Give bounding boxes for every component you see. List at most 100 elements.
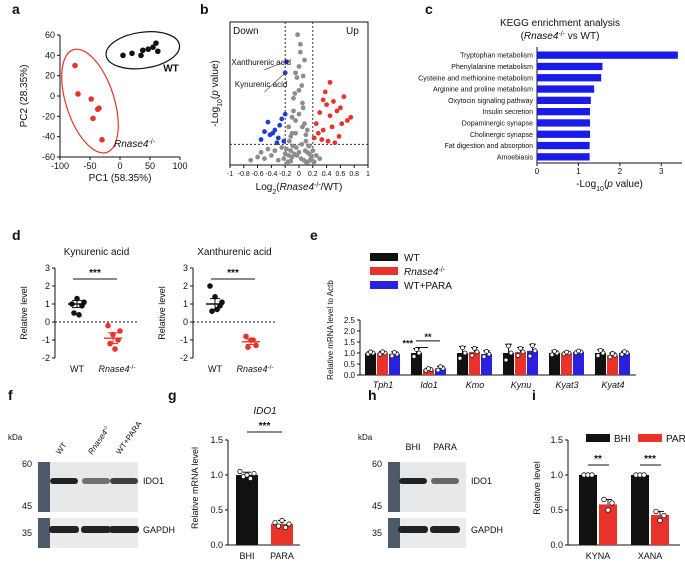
a-x-tick-label: -100 bbox=[51, 161, 69, 171]
g-y-tick-label: 0.5 bbox=[210, 505, 223, 515]
a-x-tick-label: 100 bbox=[172, 161, 187, 171]
e-point bbox=[527, 353, 533, 359]
b-point bbox=[304, 127, 310, 133]
f-lane-label-part: -/- bbox=[102, 424, 110, 432]
e-legend-label-part: Rnase4 bbox=[404, 267, 439, 278]
b-point bbox=[311, 135, 317, 141]
b-point bbox=[275, 157, 281, 163]
g-point bbox=[244, 472, 250, 478]
d1-point bbox=[117, 328, 123, 334]
e-sig-1: ** bbox=[424, 332, 432, 342]
d1-point bbox=[76, 312, 82, 318]
e-legend-label-part: -/- bbox=[438, 267, 445, 274]
g-point bbox=[282, 524, 289, 531]
a-wt-label: WT bbox=[163, 64, 179, 75]
f-marker: 45 bbox=[22, 501, 32, 511]
i-y-label: Relative level bbox=[532, 461, 542, 515]
b-point bbox=[303, 132, 309, 138]
i-bar bbox=[579, 475, 597, 545]
c-bar bbox=[537, 119, 591, 127]
b-point bbox=[291, 95, 296, 101]
c-x-label-part: ( bbox=[604, 179, 608, 190]
e-point bbox=[515, 353, 521, 358]
f-lane-label: WT bbox=[54, 441, 69, 456]
h-ladder-2 bbox=[388, 518, 400, 548]
e-y-tick-label: 1.5 bbox=[344, 338, 356, 347]
b-y-label-part: value) bbox=[210, 60, 221, 90]
b-point bbox=[293, 130, 298, 136]
g-point bbox=[275, 523, 282, 529]
b-point bbox=[300, 124, 305, 130]
e-category-label: Ido1 bbox=[420, 380, 438, 390]
h-band-gapdh bbox=[398, 526, 428, 533]
i-legend-label: BHI bbox=[614, 434, 631, 445]
i-category-label: XANA bbox=[638, 551, 663, 561]
b-point bbox=[301, 157, 307, 163]
i-category-label: KYNA bbox=[586, 551, 611, 561]
e-point bbox=[469, 353, 475, 358]
i-legend-label: PARA bbox=[666, 434, 685, 445]
b-point bbox=[327, 79, 333, 85]
b-point bbox=[274, 140, 280, 146]
d2-y-tick-label: 2 bbox=[183, 281, 188, 291]
h-band-gapdh bbox=[430, 526, 460, 533]
b-down-label: Down bbox=[233, 26, 259, 37]
e-legend-swatch bbox=[370, 253, 398, 261]
g-point bbox=[237, 468, 243, 475]
b-point bbox=[300, 73, 306, 79]
b-x-label-part: Rnase4 bbox=[280, 182, 315, 193]
a-wt-ellipse bbox=[105, 31, 181, 70]
e-bar bbox=[469, 351, 480, 375]
e-bar bbox=[595, 353, 606, 375]
panel-label-b: b bbox=[200, 1, 209, 17]
e-point bbox=[481, 354, 487, 360]
e-point bbox=[576, 348, 581, 354]
a-point bbox=[88, 96, 94, 102]
b-x-tick-label: 1 bbox=[366, 171, 370, 178]
f-band-gapdh bbox=[49, 526, 79, 533]
e-category-label: Kynu bbox=[511, 380, 532, 390]
d2-point bbox=[253, 342, 259, 349]
e-legend-swatch bbox=[370, 267, 398, 275]
i-legend-swatch bbox=[638, 434, 662, 442]
b-up-label: Up bbox=[346, 26, 359, 37]
e-point bbox=[460, 345, 465, 351]
b-point bbox=[329, 124, 335, 130]
b-y-label-part: ( bbox=[210, 95, 221, 99]
b-point bbox=[327, 113, 333, 119]
c-category-label: Phenylalanine metabolism bbox=[451, 64, 533, 71]
e-point bbox=[520, 349, 526, 355]
b-annot-line-2 bbox=[264, 72, 286, 93]
a-point bbox=[99, 136, 105, 143]
e-bar bbox=[573, 351, 584, 375]
g-y-tick-label: 0.0 bbox=[210, 540, 223, 550]
g-title: IDO1 bbox=[253, 406, 276, 417]
d2-group-ko: Rnase4-/- bbox=[237, 364, 274, 375]
h-lane-label: PARA bbox=[433, 442, 457, 452]
b-point bbox=[317, 110, 323, 115]
e-point bbox=[389, 353, 395, 359]
b-y-label-part: p bbox=[210, 90, 221, 97]
b-point bbox=[279, 116, 285, 122]
i-point bbox=[653, 508, 659, 515]
d1-group-ko: Rnase4-/- bbox=[99, 364, 136, 375]
b-point bbox=[315, 130, 321, 136]
f-band-label: IDO1 bbox=[143, 476, 164, 486]
b-point bbox=[338, 105, 343, 111]
e-bar bbox=[377, 353, 388, 375]
b-point bbox=[339, 121, 345, 127]
b-point bbox=[299, 141, 305, 147]
d1-y-tick-label: -1 bbox=[42, 335, 50, 345]
e-bar bbox=[435, 368, 446, 375]
e-bar bbox=[457, 353, 468, 375]
b-point bbox=[292, 91, 298, 96]
f-band-label: GAPDH bbox=[143, 525, 175, 535]
b-x-tick-label: -0.6 bbox=[252, 171, 264, 178]
i-point bbox=[609, 500, 615, 506]
e-point bbox=[472, 345, 477, 351]
e-y-tick-label: 0.5 bbox=[344, 360, 356, 369]
h-band-ido1 bbox=[399, 478, 427, 484]
h-marker: 35 bbox=[372, 528, 382, 538]
b-x-label-part: 2 bbox=[272, 189, 276, 196]
b-point bbox=[262, 129, 267, 135]
